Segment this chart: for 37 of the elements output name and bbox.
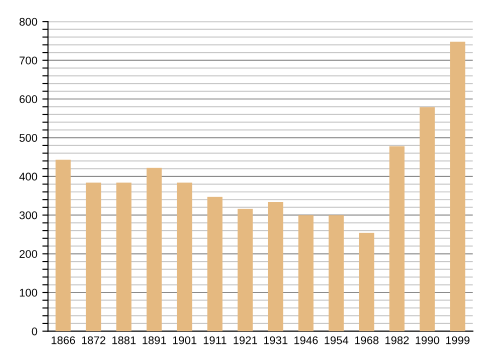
y-tick-label: 600 xyxy=(20,95,38,104)
x-tick-label: 1982 xyxy=(385,336,409,344)
x-tick-label: 1881 xyxy=(112,336,136,344)
y-tick-label: 0 xyxy=(32,327,38,336)
x-tick-label: 1921 xyxy=(234,336,258,344)
bar xyxy=(450,42,466,332)
bar xyxy=(389,146,405,332)
y-tick-label: 300 xyxy=(19,211,38,220)
bar xyxy=(359,232,374,332)
bar xyxy=(420,107,435,332)
x-tick-label: 1954 xyxy=(324,336,348,344)
x-tick-label: 1999 xyxy=(446,336,470,344)
y-tick-label: 200 xyxy=(20,250,38,258)
x-tick-label: 1946 xyxy=(294,336,318,344)
bar xyxy=(116,182,132,332)
bar xyxy=(238,208,253,332)
y-tick-label: 400 xyxy=(19,172,38,181)
x-tick-label: 1990 xyxy=(416,336,440,344)
bar xyxy=(298,215,314,332)
bar xyxy=(86,182,102,332)
bar xyxy=(207,196,222,332)
x-tick-label: 1891 xyxy=(142,336,166,344)
y-tick-label: 500 xyxy=(19,134,38,142)
bar xyxy=(146,168,162,332)
x-tick-label: 1872 xyxy=(82,336,106,344)
x-tick-label: 1911 xyxy=(204,336,226,344)
y-tick-label: 100 xyxy=(20,288,38,297)
y-tick-label: 700 xyxy=(20,56,38,64)
bar xyxy=(56,160,71,332)
x-tick-label: 1968 xyxy=(355,336,378,344)
bar xyxy=(176,182,192,332)
y-tick-label: 800 xyxy=(20,18,38,26)
x-tick-label: 1866 xyxy=(52,336,76,344)
x-tick-label: 1931 xyxy=(264,336,288,344)
x-tick-label: 1901 xyxy=(173,336,196,344)
bar xyxy=(268,202,284,332)
bar xyxy=(328,215,344,332)
